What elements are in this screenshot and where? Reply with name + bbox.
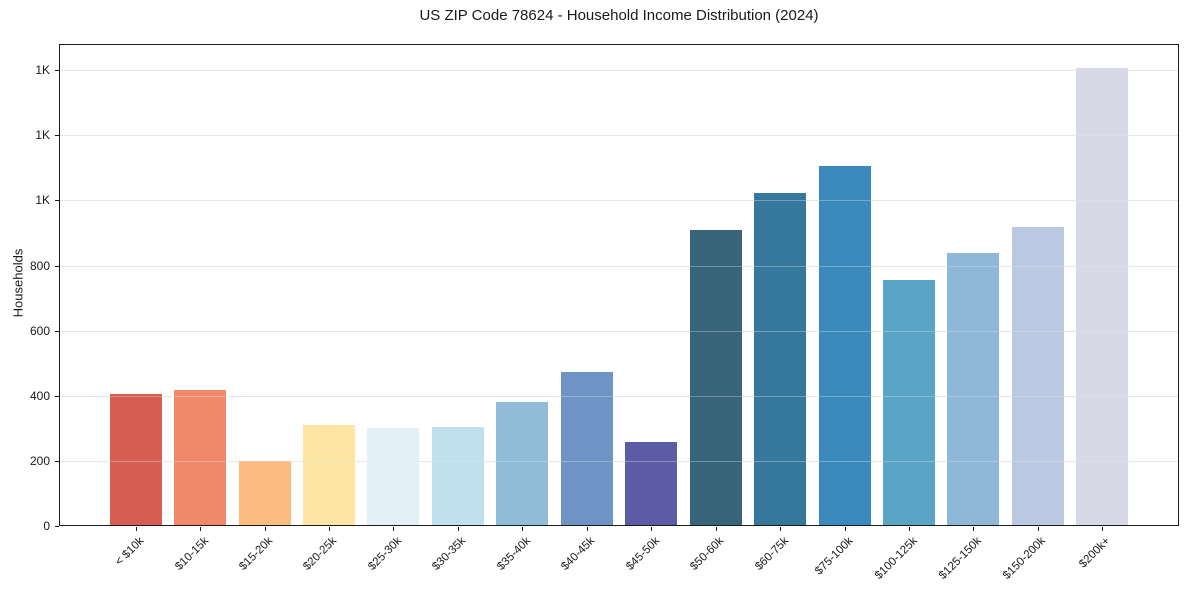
y-tick-label: 1K	[35, 63, 50, 78]
bar-25-30k	[367, 428, 420, 526]
x-tick-label: $25-30k	[366, 535, 404, 573]
x-tick-mark	[715, 527, 717, 531]
x-tick-label: $125-150k	[936, 535, 984, 582]
bar-200k	[1076, 68, 1129, 526]
y-tick-mark	[55, 330, 59, 332]
x-tick-label: $100-125k	[872, 535, 920, 582]
bar-45-50k	[625, 441, 678, 526]
y-tick-label: 200	[29, 453, 50, 468]
y-tick-mark	[55, 526, 59, 527]
bar-100-125k	[883, 280, 935, 526]
gridline	[59, 265, 1179, 267]
x-tick-label: $200k+	[1077, 535, 1113, 571]
gridline	[59, 265, 1179, 267]
x-tick-mark	[780, 527, 782, 531]
x-tick-mark	[844, 527, 846, 531]
x-tick-label: $60-75k	[752, 535, 791, 573]
bar-40-45k	[560, 371, 613, 526]
y-tick-label: 600	[29, 323, 50, 338]
x-tick-label: $40-45k	[559, 535, 598, 573]
bar-35-40k	[496, 401, 549, 526]
gridline	[59, 70, 1179, 72]
bar-10-15k	[174, 389, 227, 526]
bar-10k	[109, 394, 162, 526]
x-tick-label: $75-100k	[812, 535, 855, 578]
gridline	[59, 200, 1179, 202]
x-tick-mark	[264, 527, 266, 531]
x-tick-mark	[457, 527, 459, 531]
x-tick-label: $10-15k	[172, 535, 211, 573]
x-tick-mark	[329, 527, 330, 531]
bar-30-35k	[431, 427, 484, 526]
x-tick-mark	[135, 527, 137, 531]
gridline	[59, 330, 1179, 332]
y-tick-label: 0	[43, 519, 50, 533]
gridline	[59, 330, 1179, 332]
y-tick-label: 800	[29, 258, 50, 273]
x-tick-mark	[200, 527, 202, 531]
bar-125-150k	[947, 253, 1000, 526]
x-tick-label: $45-50k	[623, 535, 662, 573]
bar-20-25k	[303, 425, 355, 526]
x-tick-label: $20-25k	[301, 535, 340, 573]
x-tick-mark	[973, 527, 975, 531]
x-tick-label: $35-40k	[494, 535, 533, 573]
gridline	[59, 70, 1179, 72]
x-tick-mark	[1102, 527, 1104, 531]
gridline	[59, 200, 1179, 202]
y-tick-label: 1K	[35, 128, 50, 143]
gridline	[59, 395, 1179, 397]
bar-75-100k	[818, 166, 871, 526]
bar-60-75k	[754, 193, 807, 526]
gridline	[59, 395, 1179, 397]
x-tick-label: < $10k	[113, 535, 147, 569]
y-tick-mark	[55, 460, 59, 462]
y-tick-mark	[55, 70, 59, 72]
y-tick-mark	[55, 395, 59, 397]
x-tick-label: $150-200k	[1001, 535, 1049, 582]
y-tick-mark	[55, 135, 59, 137]
x-tick-label: $30-35k	[430, 535, 469, 573]
bar-50-60k	[689, 229, 742, 526]
gridline	[59, 460, 1179, 462]
y-tick-label: 400	[29, 388, 50, 403]
x-tick-mark	[651, 527, 653, 531]
bar-15-20k	[238, 460, 291, 526]
y-tick-mark	[55, 200, 59, 202]
gridline	[59, 460, 1179, 462]
x-tick-mark	[586, 527, 588, 531]
chart-title: US ZIP Code 78624 - Household Income Dis…	[419, 7, 819, 24]
x-tick-mark	[522, 527, 524, 531]
gridline	[59, 135, 1179, 137]
x-tick-mark	[393, 527, 395, 531]
x-tick-mark	[1037, 527, 1039, 531]
x-tick-label: $50-60k	[688, 535, 727, 573]
x-tick-mark	[909, 527, 910, 531]
gridline	[59, 135, 1179, 137]
x-tick-label: $15-20k	[237, 535, 276, 573]
y-tick-mark	[55, 265, 59, 267]
y-tick-label: 1K	[35, 193, 50, 208]
bar-150-200k	[1011, 227, 1064, 526]
